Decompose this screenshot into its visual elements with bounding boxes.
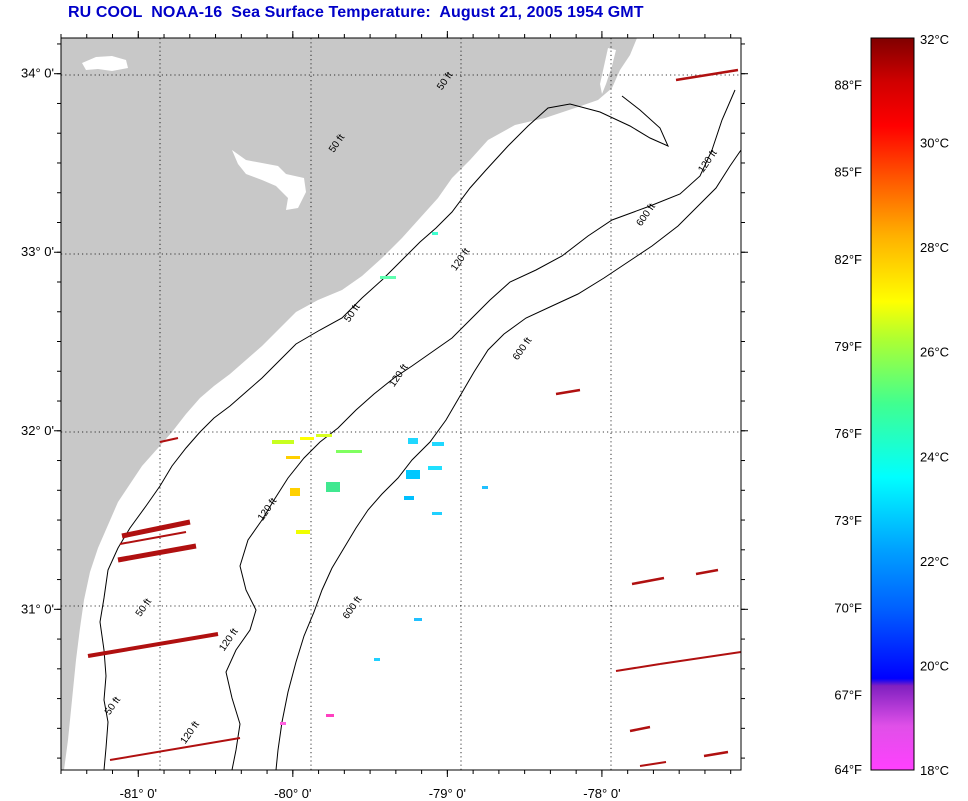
colorbar-frame: [870, 37, 915, 771]
streak: [675, 68, 739, 82]
streak: [629, 725, 651, 733]
lon-tick-label: -78° 0': [583, 786, 620, 801]
streak: [109, 737, 241, 761]
sst-patch: [300, 437, 314, 440]
celsius-tick-label: 26°C: [920, 345, 949, 360]
streak: [159, 437, 179, 443]
streak: [615, 663, 661, 672]
sst-patch: [374, 658, 380, 661]
sst-pixels: [272, 232, 488, 725]
fahrenheit-tick-label: 64°F: [834, 762, 862, 777]
celsius-tick-label: 20°C: [920, 658, 949, 673]
celsius-tick-label: 28°C: [920, 240, 949, 255]
sst-patch: [296, 530, 310, 534]
streak: [631, 576, 665, 586]
celsius-tick-label: 18°C: [920, 763, 949, 778]
sst-patch: [286, 456, 300, 459]
celsius-tick-label: 30°C: [920, 136, 949, 151]
lon-tick-label: -79° 0': [429, 786, 466, 801]
streak: [659, 651, 741, 665]
streak: [117, 543, 197, 563]
fahrenheit-tick-label: 79°F: [834, 339, 862, 354]
colorbar: 88°F 85°F 82°F 79°F 76°F 73°F 70°F 67°F 64°F 32°…: [834, 32, 949, 778]
streak: [555, 388, 581, 396]
graticule: [61, 38, 741, 770]
map-frame: [60, 37, 742, 771]
sst-patch: [432, 232, 438, 235]
sst-patch: [432, 512, 442, 515]
fahrenheit-tick-label: 70°F: [834, 600, 862, 615]
sst-patch: [404, 496, 414, 500]
inland-lake: [600, 48, 616, 94]
sst-patch: [326, 482, 340, 492]
fahrenheit-labels: 88°F 85°F 82°F 79°F 76°F 73°F 70°F 67°F 64°F: [834, 77, 862, 777]
fahrenheit-tick-label: 85°F: [834, 165, 862, 180]
contour-50ft: [99, 95, 669, 770]
land-mass: [61, 38, 637, 770]
lon-tick-label: -80° 0': [274, 786, 311, 801]
contour-600ft: [275, 149, 741, 770]
celsius-tick-label: 22°C: [920, 554, 949, 569]
streak: [639, 761, 667, 767]
fahrenheit-tick-label: 67°F: [834, 687, 862, 702]
sst-patch: [408, 438, 418, 444]
streak: [121, 519, 191, 539]
sst-patch: [316, 434, 332, 437]
sst-patch: [482, 486, 488, 489]
sst-patch: [280, 722, 286, 725]
fahrenheit-tick-label: 73°F: [834, 513, 862, 528]
sst-patch: [380, 276, 396, 279]
streak: [119, 531, 187, 545]
sst-patch: [414, 618, 422, 621]
sst-patch: [336, 450, 362, 453]
warm-streaks: [87, 68, 741, 767]
lat-tick-label: 31° 0': [21, 601, 54, 616]
sst-patch: [290, 488, 300, 496]
streak: [695, 568, 719, 576]
lon-tick-label: -81° 0': [120, 786, 157, 801]
inland-lake: [232, 150, 306, 210]
streak: [703, 750, 729, 758]
longitude-labels: -81° 0' -80° 0' -79° 0' -78° 0': [120, 31, 621, 801]
fahrenheit-tick-label: 76°F: [834, 426, 862, 441]
sst-patch: [272, 440, 294, 444]
sst-patch: [326, 714, 334, 717]
sst-patch: [428, 466, 442, 470]
sst-patch: [432, 442, 444, 446]
colorbar-gradient: [871, 38, 914, 770]
sst-patch: [406, 470, 420, 479]
celsius-tick-label: 24°C: [920, 449, 949, 464]
lat-tick-label: 32° 0': [21, 423, 54, 438]
inland-lake: [82, 56, 128, 71]
lat-tick-label: 33° 0': [21, 244, 54, 259]
bathymetry-contours: [99, 89, 741, 770]
fahrenheit-tick-label: 88°F: [834, 77, 862, 92]
lat-tick-label: 34° 0': [21, 66, 54, 81]
latitude-labels: 34° 0' 33° 0' 32° 0' 31° 0': [21, 66, 748, 616]
figure-title: RU COOL NOAA-16 Sea Surface Temperature:…: [68, 4, 644, 21]
celsius-labels: 32°C 30°C 28°C 26°C 24°C 22°C 20°C 18°C: [920, 32, 949, 778]
contour-120ft: [225, 89, 736, 770]
celsius-tick-label: 32°C: [920, 32, 949, 47]
fahrenheit-tick-label: 82°F: [834, 252, 862, 267]
streak: [87, 632, 219, 658]
